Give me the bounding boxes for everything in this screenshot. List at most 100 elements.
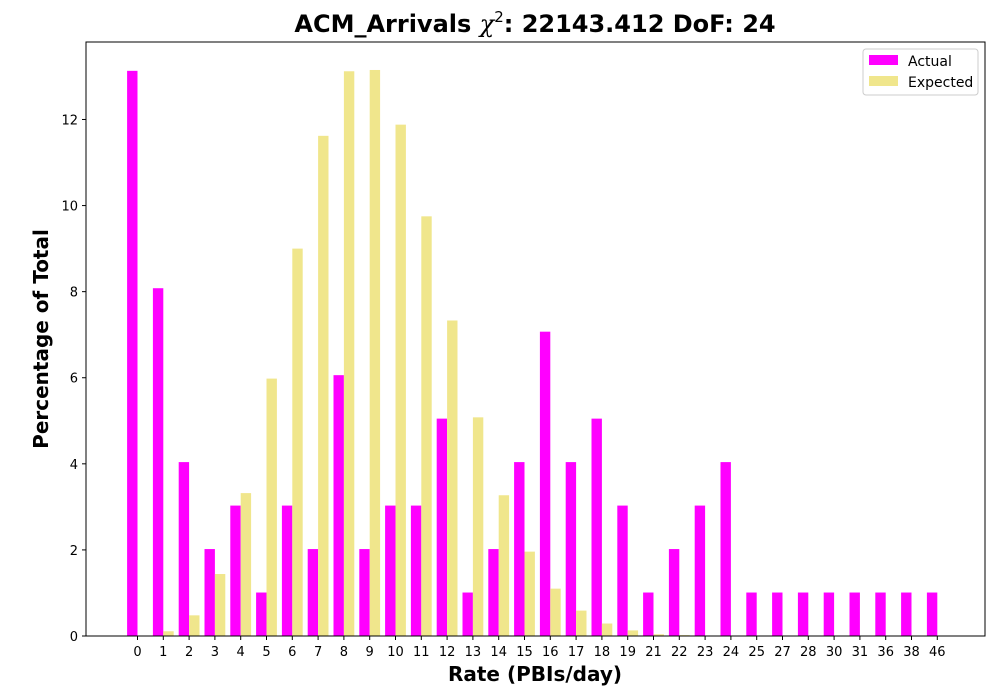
bar-actual-8 [333, 375, 344, 636]
x-tick-label: 13 [465, 645, 482, 660]
y-tick-label: 2 [70, 544, 78, 559]
bar-expected-8 [343, 71, 355, 636]
bar-actual-2 [178, 462, 190, 636]
bar-expected-3 [214, 574, 226, 636]
bar-actual-11 [410, 505, 422, 636]
x-tick-label: 30 [826, 645, 843, 660]
plot-frame [85, 41, 986, 637]
chart-title-superscript: 2 [494, 8, 504, 26]
bar-expected-6 [292, 248, 303, 637]
x-tick-label: 16 [542, 645, 559, 660]
bar-actual-0 [127, 70, 138, 637]
bar-actual-24 [720, 462, 731, 636]
x-tick-label: 7 [314, 645, 322, 660]
x-tick-label: 27 [774, 645, 791, 660]
x-tick-label: 22 [671, 645, 688, 660]
bar-expected-7 [318, 135, 329, 636]
bar-actual-31 [849, 592, 860, 636]
chart-title-main: ACM_Arrivals [294, 10, 479, 38]
bar-actual-16 [539, 331, 551, 636]
y-tick-label: 6 [70, 372, 78, 387]
bar-expected-12 [447, 320, 458, 636]
chart-title-rest: : 22143.412 DoF: 24 [504, 10, 776, 38]
bar-actual-14 [488, 549, 499, 636]
legend-label-expected: Expected [908, 75, 973, 91]
x-tick-label: 24 [723, 645, 740, 660]
x-tick-label: 6 [288, 645, 296, 660]
bar-expected-10 [395, 124, 406, 636]
x-tick-label: 17 [568, 645, 585, 660]
legend-swatch-actual [869, 55, 898, 65]
y-tick-label: 0 [70, 630, 78, 645]
x-tick-label: 19 [619, 645, 636, 660]
x-tick-label: 46 [929, 645, 946, 660]
bar-actual-17 [565, 462, 577, 636]
bar-actual-15 [514, 462, 525, 636]
bar-expected-11 [421, 216, 432, 636]
legend-label-actual: Actual [908, 54, 952, 70]
bar-expected-18 [601, 623, 613, 636]
chart-title-chi: χ [478, 10, 496, 38]
legend: Actual Expected [862, 48, 979, 96]
bar-actual-9 [359, 549, 370, 636]
x-tick-label: 2 [185, 645, 193, 660]
bar-expected-21 [653, 634, 664, 636]
bar-expected-15 [524, 551, 535, 636]
x-tick-label: 21 [645, 645, 662, 660]
bar-actual-5 [256, 592, 267, 636]
x-tick-label: 14 [490, 645, 507, 660]
bar-expected-2 [189, 615, 200, 636]
bar-actual-27 [772, 592, 783, 636]
x-tick-label: 25 [748, 645, 765, 660]
x-axis: 0 1 2 3 4 5 6 7 8 9 10 11 12 13 14 15 16 17 18 19 21 22 23 24 25… [133, 636, 946, 660]
bar-expected-9 [369, 69, 381, 637]
x-tick-label: 0 [133, 645, 141, 660]
bar-actual-19 [617, 505, 628, 636]
bar-actual-23 [694, 505, 706, 636]
x-tick-label: 12 [439, 645, 456, 660]
bar-actual-4 [230, 505, 241, 636]
bar-actual-18 [591, 418, 602, 636]
x-tick-label: 10 [387, 645, 404, 660]
bar-expected-14 [498, 495, 510, 636]
x-tick-label: 3 [211, 645, 219, 660]
x-tick-label: 31 [852, 645, 869, 660]
legend-swatch-expected [869, 76, 898, 86]
bar-actual-36 [875, 592, 886, 636]
bar-actual-46 [926, 592, 938, 636]
bar-actual-10 [385, 505, 396, 636]
y-tick-label: 12 [61, 113, 78, 128]
bar-expected-4 [240, 493, 252, 636]
x-tick-label: 38 [903, 645, 920, 660]
bar-actual-30 [823, 592, 835, 636]
bar-expected-16 [550, 588, 561, 636]
x-tick-label: 5 [262, 645, 270, 660]
bar-actual-3 [204, 549, 215, 636]
x-tick-label: 36 [877, 645, 894, 660]
bar-actual-1 [152, 288, 164, 636]
bar-actual-25 [746, 592, 757, 636]
bars-group [127, 69, 938, 637]
y-tick-label: 10 [61, 200, 78, 215]
bar-actual-6 [281, 505, 293, 636]
bar-expected-1 [163, 631, 174, 636]
y-tick-label: 4 [70, 458, 78, 473]
x-tick-label: 15 [516, 645, 533, 660]
bar-actual-22 [668, 549, 680, 636]
x-tick-label: 28 [800, 645, 817, 660]
x-tick-label: 23 [697, 645, 714, 660]
x-axis-label: Rate (PBIs/day) [448, 662, 622, 686]
bar-expected-5 [266, 378, 277, 636]
bar-actual-12 [436, 418, 448, 636]
chart-title: ACM_Arrivals χ2: 22143.412 DoF: 24 [294, 8, 775, 38]
bar-actual-7 [307, 549, 319, 636]
x-tick-label: 9 [366, 645, 374, 660]
bar-expected-13 [472, 417, 484, 636]
bar-expected-17 [576, 610, 587, 636]
x-tick-label: 1 [159, 645, 167, 660]
bar-expected-19 [627, 630, 639, 636]
x-tick-label: 4 [237, 645, 245, 660]
y-axis: 0 2 4 6 8 10 12 [61, 113, 86, 645]
y-tick-label: 8 [70, 286, 78, 301]
